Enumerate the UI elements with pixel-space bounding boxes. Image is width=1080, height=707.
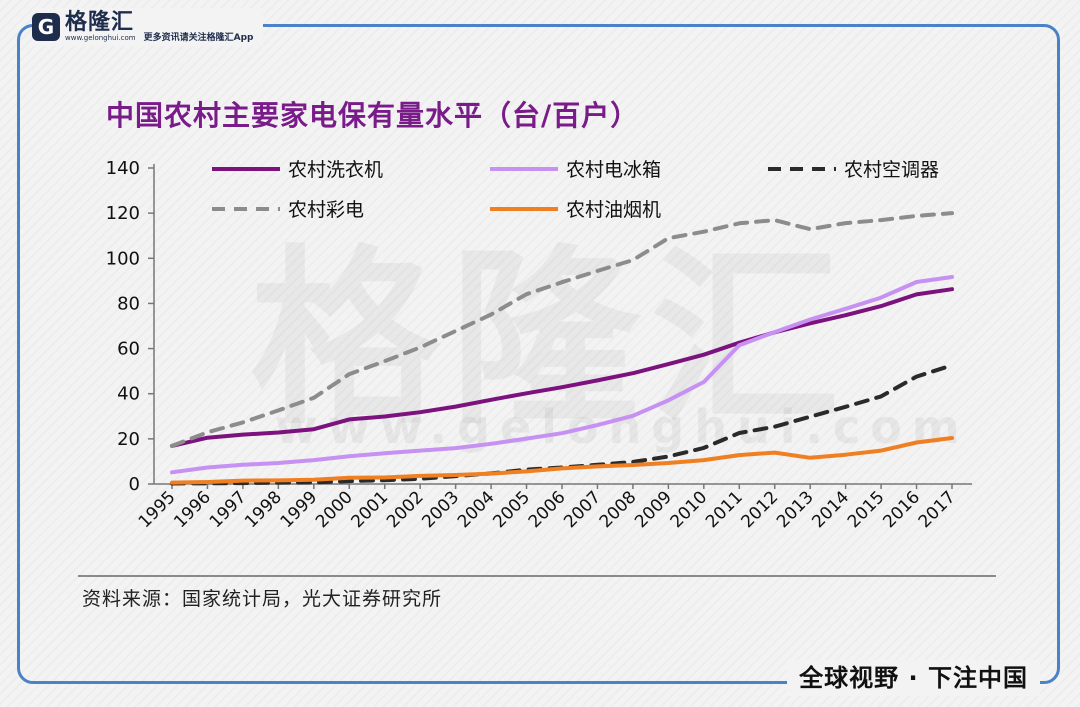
logo-name: 格隆汇	[65, 10, 135, 35]
y-tick-label: 20	[117, 429, 140, 450]
slogan: 全球视野 · 下注中国	[787, 660, 1040, 696]
content-frame	[17, 24, 1060, 684]
x-tick-label: 2000	[312, 487, 357, 532]
watermark-url: www.gelonghui.com	[275, 400, 970, 454]
x-tick-label: 2017	[915, 487, 960, 532]
x-tick-label: 2015	[844, 487, 889, 532]
legend-label: 农村电冰箱	[566, 159, 661, 181]
x-tick-label: 2013	[773, 487, 818, 532]
y-tick-label: 80	[117, 293, 140, 314]
x-tick-label: 1999	[277, 487, 322, 532]
x-tick-label: 2005	[489, 487, 534, 532]
source-divider	[78, 575, 996, 577]
brand-logo: G 格隆汇 www.gelonghui.com 更多资讯请关注格隆汇App	[32, 8, 264, 46]
x-tick-label: 2016	[879, 487, 924, 532]
x-tick-label: 2014	[808, 487, 853, 532]
legend-label: 农村油烟机	[566, 199, 661, 221]
x-tick-label: 2006	[525, 487, 570, 532]
x-tick-label: 1995	[135, 487, 180, 532]
y-tick-label: 120	[106, 203, 140, 224]
legend-label: 农村空调器	[844, 159, 939, 181]
logo-url: www.gelonghui.com	[65, 34, 136, 42]
chart-title: 中国农村主要家电保有量水平（台/百户）	[106, 99, 640, 132]
x-tick-label: 2011	[702, 487, 747, 532]
x-tick-label: 2007	[560, 487, 605, 532]
series-line	[170, 211, 954, 448]
y-tick-label: 0	[129, 474, 140, 495]
x-tick-label: 2009	[631, 487, 676, 532]
y-tick-label: 100	[106, 248, 140, 269]
series-line	[170, 436, 954, 485]
x-tick-label: 1996	[170, 487, 215, 532]
series-line	[170, 287, 954, 448]
series-line	[170, 275, 954, 475]
x-tick-label: 2004	[454, 487, 499, 532]
logo-icon: G	[32, 13, 60, 41]
x-tick-label: 2008	[596, 487, 641, 532]
x-tick-label: 2001	[348, 487, 393, 532]
x-tick-label: 2003	[418, 487, 463, 532]
legend-label: 农村彩电	[288, 199, 364, 221]
x-tick-label: 2012	[738, 487, 783, 532]
source-note: 资料来源：国家统计局，光大证券研究所	[82, 588, 443, 610]
watermark: 格隆汇	[250, 229, 851, 450]
x-tick-label: 1997	[206, 487, 251, 532]
y-tick-label: 60	[117, 339, 140, 360]
x-tick-label: 2002	[383, 487, 428, 532]
y-tick-label: 140	[106, 158, 140, 179]
x-tick-label: 1998	[241, 487, 286, 532]
logo-note: 更多资讯请关注格隆汇App	[143, 32, 254, 43]
y-tick-label: 40	[117, 384, 140, 405]
legend-label: 农村洗衣机	[288, 159, 383, 181]
x-tick-label: 2010	[667, 487, 712, 532]
series-line	[170, 363, 954, 486]
